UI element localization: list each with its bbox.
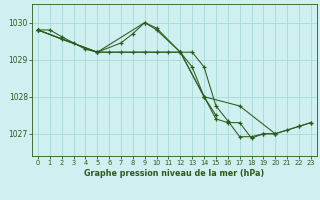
X-axis label: Graphe pression niveau de la mer (hPa): Graphe pression niveau de la mer (hPa) — [84, 169, 265, 178]
